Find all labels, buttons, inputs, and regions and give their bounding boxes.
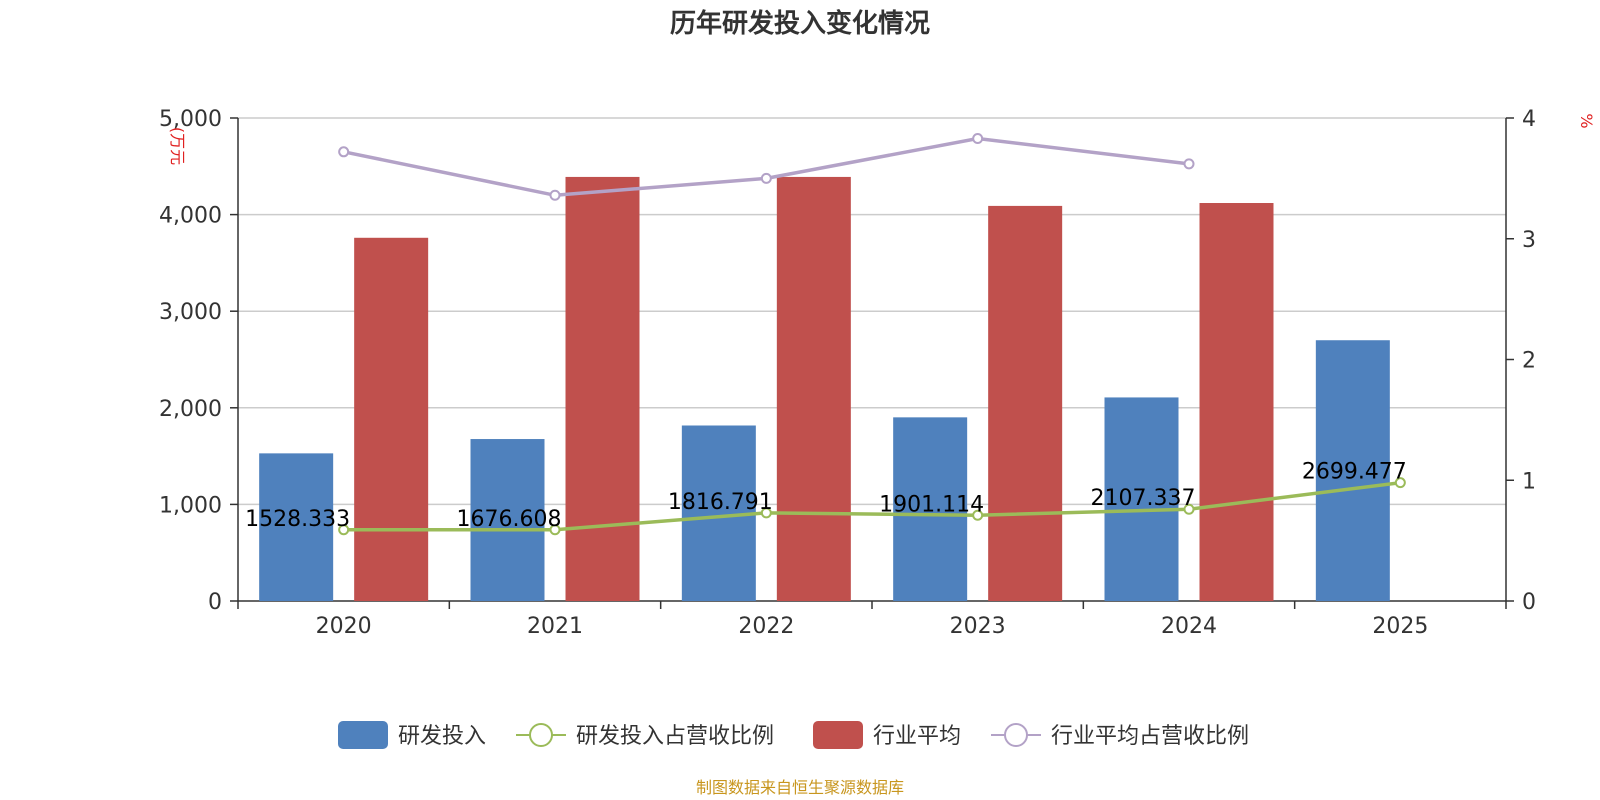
point-研发投入占营收比例-2021 (549, 524, 561, 536)
bar-行业平均-2021 (565, 176, 640, 601)
y-left-tick-label: 2,000 (159, 397, 222, 422)
source-note: 制图数据来自恒生聚源数据库 (696, 778, 904, 797)
legend-swatch (338, 721, 388, 749)
axes: 0 1,000 2,000 3,000 4,000 5,000 0 1 2 3 4 2020 2021 2… (159, 107, 1536, 639)
y-left-tick-label: 4,000 (159, 204, 222, 229)
bars (259, 176, 1390, 601)
bar-研发投入-2024 (1104, 397, 1179, 601)
chart-title: 历年研发投入变化情况 (670, 8, 930, 39)
y-right-tick-label: 1 (1522, 469, 1536, 494)
x-tick-label: 2023 (950, 614, 1006, 639)
point-行业平均占营收比例-2022 (760, 172, 772, 184)
lines (338, 133, 1406, 536)
legend[interactable]: 研发投入 研发投入占营收比例 行业平均 行业平均占营收比例 (338, 721, 1249, 749)
bar-研发投入-2021 (470, 439, 545, 601)
point-行业平均占营收比例-2023 (972, 133, 984, 145)
line-研发投入占营收比例 (343, 480, 1401, 532)
data-label-2022: 1816.791 (668, 490, 773, 515)
point-研发投入占营收比例-2023 (972, 509, 984, 521)
y-right-tick-label: 0 (1522, 590, 1536, 615)
y-left-tick-label: 0 (208, 590, 222, 615)
data-label-2024: 2107.337 (1091, 486, 1196, 511)
y-right-tick-label: 4 (1522, 107, 1536, 132)
point-研发投入占营收比例-2020 (338, 524, 350, 536)
legend-label: 行业平均占营收比例 (1051, 724, 1249, 749)
data-label-2025: 2699.477 (1302, 460, 1407, 485)
x-tick-label: 2021 (527, 614, 583, 639)
point-行业平均占营收比例-2021 (549, 189, 561, 201)
point-研发投入占营收比例-2022 (760, 507, 772, 519)
bar-研发投入-2023 (893, 417, 968, 601)
legend-swatch (813, 721, 863, 749)
legend-swatch-marker (529, 723, 553, 747)
legend-label: 研发投入 (398, 724, 486, 749)
legend-swatch-marker (1004, 723, 1028, 747)
point-行业平均占营收比例-2020 (338, 146, 350, 158)
bar-研发投入-2020 (259, 453, 334, 601)
legend-item-研发投入占营收比例[interactable]: 研发投入占营收比例 (516, 723, 774, 749)
y-right-unit-label: % (1577, 113, 1596, 128)
x-tick-label: 2022 (738, 614, 794, 639)
bar-行业平均-2024 (1199, 203, 1274, 601)
legend-item-研发投入[interactable]: 研发投入 (338, 721, 486, 749)
legend-label: 研发投入占营收比例 (576, 724, 774, 749)
bar-行业平均-2022 (776, 176, 851, 601)
data-label-2023: 1901.114 (879, 492, 984, 517)
y-left-tick-label: 5,000 (159, 107, 222, 132)
point-研发投入占营收比例-2025 (1394, 477, 1406, 489)
data-labels: 1528.333 1676.608 1816.791 1901.114 2107.337… (245, 460, 1407, 532)
x-tick-label: 2020 (316, 614, 372, 639)
line-行业平均占营收比例 (343, 136, 1190, 198)
y-right-tick-label: 3 (1522, 228, 1536, 253)
x-tick-label: 2025 (1372, 614, 1428, 639)
bar-研发投入-2025 (1315, 340, 1390, 601)
y-left-unit-label: (万元 (168, 127, 187, 165)
bar-行业平均-2020 (354, 237, 429, 601)
point-行业平均占营收比例-2024 (1183, 158, 1195, 170)
grid-lines (238, 117, 1506, 506)
y-left-tick-label: 3,000 (159, 300, 222, 325)
legend-item-行业平均占营收比例[interactable]: 行业平均占营收比例 (991, 723, 1249, 749)
y-left-tick-label: 1,000 (159, 493, 222, 518)
data-label-2020: 1528.333 (245, 507, 350, 532)
y-right-tick-label: 2 (1522, 349, 1536, 374)
x-tick-label: 2024 (1161, 614, 1217, 639)
data-label-2021: 1676.608 (457, 507, 562, 532)
point-研发投入占营收比例-2024 (1183, 503, 1195, 515)
bar-行业平均-2023 (988, 205, 1063, 601)
legend-label: 行业平均 (873, 724, 961, 749)
legend-item-行业平均[interactable]: 行业平均 (813, 721, 961, 749)
